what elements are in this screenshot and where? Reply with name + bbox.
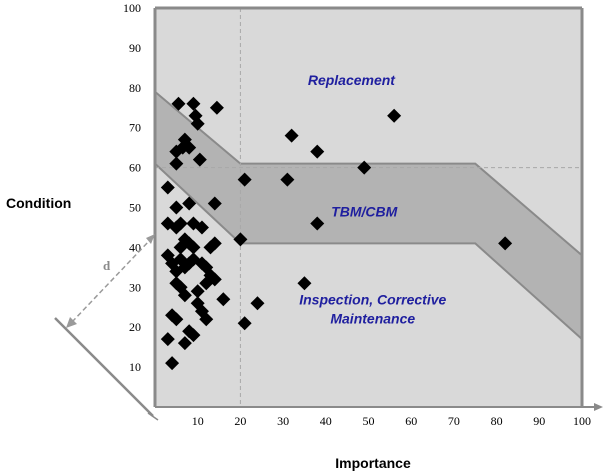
x-tick-30: 30 — [277, 414, 289, 428]
data-point — [237, 172, 252, 187]
data-point — [310, 144, 325, 159]
band-lower-edge — [154, 162, 583, 340]
x-tick-10: 10 — [192, 414, 204, 428]
y-tick-80: 80 — [129, 81, 141, 95]
perspective-base-line — [54, 317, 154, 417]
x-tick-labels: 10 20 30 40 50 60 70 80 90 100 — [192, 414, 591, 428]
perspective-base-stub — [147, 412, 159, 421]
data-point — [169, 156, 184, 171]
data-point — [498, 236, 513, 251]
y-tick-90: 90 — [129, 41, 141, 55]
x-tick-50: 50 — [363, 414, 375, 428]
data-point — [186, 96, 201, 111]
region-label-replacement: Replacement — [308, 72, 396, 88]
y-tick-70: 70 — [129, 121, 141, 135]
x-axis-arrow — [594, 403, 603, 411]
data-point — [280, 172, 295, 187]
x-tick-40: 40 — [320, 414, 332, 428]
y-tick-10: 10 — [129, 360, 141, 374]
x-tick-90: 90 — [533, 414, 545, 428]
data-point — [160, 180, 175, 195]
data-point — [182, 140, 197, 155]
data-point — [182, 196, 197, 211]
perspective-lines — [54, 234, 159, 421]
data-point — [203, 240, 218, 255]
data-point — [190, 284, 205, 299]
data-points — [160, 96, 513, 371]
y-tick-60: 60 — [129, 161, 141, 175]
data-point — [160, 332, 175, 347]
x-tick-60: 60 — [405, 414, 417, 428]
data-point — [165, 356, 180, 371]
region-label-inspection-corrective-maintenance: Maintenance — [330, 310, 415, 326]
data-point — [169, 144, 184, 159]
data-point — [209, 100, 224, 115]
distance-arrow-start — [66, 317, 77, 328]
region-label-inspection-corrective-maintenance: Inspection, Corrective — [299, 291, 446, 307]
x-tick-20: 20 — [234, 414, 246, 428]
data-point — [237, 316, 252, 331]
y-tick-40: 40 — [129, 240, 141, 254]
data-point — [190, 116, 205, 131]
data-point — [207, 196, 222, 211]
data-point — [186, 240, 201, 255]
data-point — [297, 276, 312, 291]
y-tick-50: 50 — [129, 201, 141, 215]
data-point — [171, 96, 186, 111]
y-tick-30: 30 — [129, 280, 141, 294]
x-tick-80: 80 — [491, 414, 503, 428]
data-point — [216, 292, 231, 307]
data-point — [192, 152, 207, 167]
data-point — [207, 272, 222, 287]
distance-arrow-end — [146, 234, 155, 244]
data-point — [233, 232, 248, 247]
y-tick-20: 20 — [129, 320, 141, 334]
region-label-tbm-cbm: TBM/CBM — [331, 203, 397, 219]
data-point — [284, 128, 299, 143]
region-labels: Replacement TBM/CBM Inspection, Corrective… — [299, 72, 446, 326]
data-point — [194, 220, 209, 235]
x-axis-title: Importance — [335, 455, 411, 471]
data-point — [250, 296, 265, 311]
data-point — [177, 336, 192, 351]
data-point — [177, 288, 192, 303]
data-point — [387, 108, 402, 123]
data-point — [186, 328, 201, 343]
plot-frame — [153, 6, 603, 411]
data-point — [169, 312, 184, 327]
data-point — [173, 240, 188, 255]
distance-label: d — [103, 258, 111, 273]
y-axis-title: Condition — [6, 195, 71, 211]
x-tick-100: 100 — [573, 414, 591, 428]
data-point — [199, 312, 214, 327]
distance-d-line — [71, 239, 151, 323]
y-tick-labels: 10 20 30 40 50 60 70 80 90 100 — [123, 1, 141, 374]
data-point — [357, 160, 372, 175]
data-point — [169, 200, 184, 215]
data-point — [173, 216, 188, 231]
y-tick-100: 100 — [123, 1, 141, 15]
data-point — [310, 216, 325, 231]
band-fill — [155, 91, 582, 340]
x-tick-70: 70 — [448, 414, 460, 428]
